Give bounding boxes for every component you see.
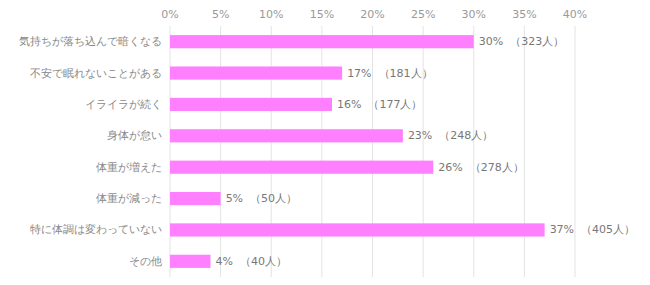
data-label: 16% （177人） [337,98,422,111]
data-label: 17% （181人） [347,67,432,80]
tick-label: 15% [310,8,334,21]
tick-label: 30% [462,8,486,21]
bar [170,129,403,142]
bar [170,66,342,79]
grid-line [473,26,474,277]
bar [170,255,211,268]
grid-line [372,26,373,277]
bar [170,98,332,111]
grid [170,26,575,277]
bar [170,161,433,174]
tick-label: 0% [161,8,178,21]
tick-label: 40% [563,8,587,21]
category-label: その他 [129,255,162,268]
grid-line [575,26,576,277]
chart-svg: 0% 5% 10% 15% 20% 25% 30% 35% 40% 気持ちが落ち込んで暗くなる不安… [0,0,650,285]
data-label: 37% （405人） [550,223,635,236]
grid-line [423,26,424,277]
grid-line [321,26,322,277]
tick-label: 5% [212,8,229,21]
category-label: 体重が増えた [96,161,162,174]
chart-container: 0% 5% 10% 15% 20% 25% 30% 35% 40% 気持ちが落ち込んで暗くなる不安… [0,0,650,285]
data-label: 23% （248人） [408,129,493,142]
category-label: 不安で眠れないことがある [30,67,162,80]
data-label: 30% （323人） [479,35,564,48]
tick-label: 35% [512,8,536,21]
category-label: 体重が減った [96,192,162,205]
tick-label: 20% [360,8,384,21]
tick-label: 10% [259,8,283,21]
data-label: 26% （278人） [438,161,523,174]
grid-line [524,26,525,277]
bar [170,35,474,48]
bars [170,35,545,268]
data-label: 5% （50人） [226,192,297,205]
data-label: 4% （40人） [216,255,287,268]
category-label: イライラが続く [85,98,162,111]
tick-label: 25% [411,8,435,21]
category-label: 気持ちが落ち込んで暗くなる [19,35,162,48]
category-label: 特に体調は変わっていない [30,223,162,236]
grid-line [220,26,221,277]
bar [170,192,221,205]
grid-line [170,26,171,277]
grid-line [271,26,272,277]
category-label: 身体が怠い [107,129,162,142]
bar [170,223,545,236]
